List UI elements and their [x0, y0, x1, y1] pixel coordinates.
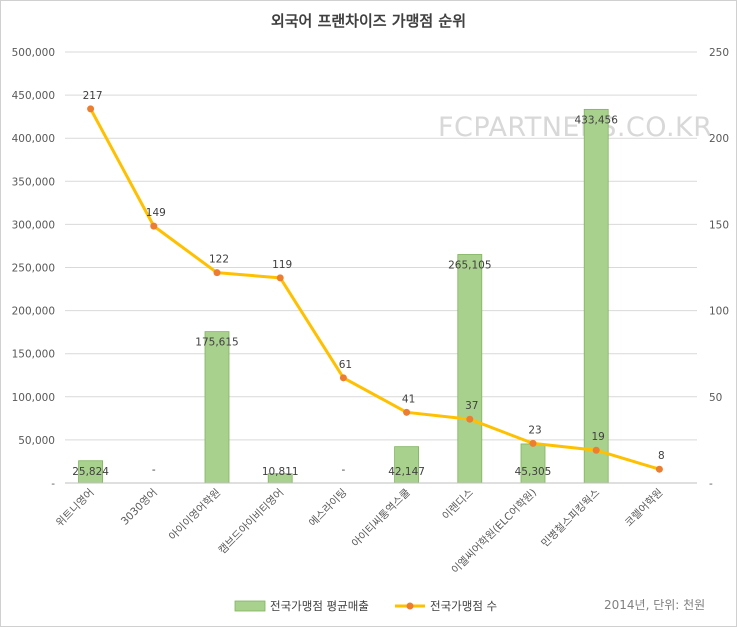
line-point — [592, 446, 600, 454]
line-point — [529, 439, 537, 447]
bar — [204, 331, 230, 484]
bar — [457, 254, 483, 484]
bar-data-label: 265,105 — [448, 259, 491, 271]
line-data-label: 122 — [209, 254, 229, 266]
y-right-tick-label: 100 — [709, 306, 729, 318]
y-right-tick-label: - — [709, 478, 713, 490]
legend: 전국가맹점 평균매출 전국가맹점 수 — [234, 599, 497, 613]
line-data-label: 8 — [658, 450, 665, 462]
bar-data-label: 10,811 — [262, 466, 299, 478]
y-left-tick-label: 50,000 — [18, 435, 55, 447]
x-tick-label: 이렌디스 — [440, 486, 476, 522]
x-tick-label: 에스라이팅 — [307, 487, 350, 530]
line-point — [403, 408, 411, 416]
x-tick-label: 캠브드아이비티영어 — [216, 487, 286, 557]
x-tick-label: 코렐어학원 — [622, 486, 665, 529]
y-left-tick-label: 500,000 — [12, 47, 55, 59]
x-tick-label: 아이이영어학원 — [167, 487, 223, 543]
y-left-tick-label: 450,000 — [12, 90, 55, 102]
y-right-tick-label: 50 — [709, 392, 722, 404]
line-data-label: 217 — [83, 90, 103, 102]
line-point — [339, 374, 347, 382]
y-left-tick-label: 350,000 — [12, 176, 55, 188]
x-tick-label: 3030영어 — [119, 487, 160, 528]
line-path — [89, 108, 660, 471]
bar — [394, 446, 420, 484]
bar-data-label: 45,305 — [515, 466, 552, 478]
bar-data-label: 175,615 — [195, 337, 238, 349]
legend-label-bar: 전국가맹점 평균매출 — [270, 599, 369, 613]
y-left-tick-label: 300,000 — [12, 219, 55, 231]
y-left-tick-label: 400,000 — [12, 133, 55, 145]
chart-title: 외국어 프랜차이즈 가맹점 순위 — [270, 12, 467, 30]
line-data-label: 19 — [592, 431, 605, 443]
line-data-label: 23 — [528, 424, 541, 436]
legend-swatch-bar — [234, 600, 266, 612]
bar-data-label: - — [342, 464, 346, 476]
line-point — [276, 274, 284, 282]
y-left-tick-label: - — [51, 478, 55, 490]
line-point — [213, 269, 221, 277]
line-data-label: 37 — [465, 400, 478, 412]
line-point — [655, 465, 663, 473]
unit-note: 2014년, 단위: 천원 — [604, 598, 706, 612]
bar-data-label: 433,456 — [574, 114, 618, 126]
y-right-tick-label: 150 — [709, 219, 729, 231]
bar-data-label: 25,824 — [72, 466, 109, 478]
line-data-label: 149 — [146, 207, 166, 219]
x-tick-label: 민병철스피킹웍스 — [539, 486, 602, 549]
legend-swatch-marker — [406, 602, 414, 610]
line-point — [466, 415, 474, 423]
y-left-tick-label: 200,000 — [12, 306, 55, 318]
line-data-label: 41 — [402, 393, 415, 405]
bar-series — [78, 108, 609, 484]
data-labels: 25,824 - 175,615 10,811 - 42,147 265,105 45,305… — [72, 90, 665, 478]
line-series — [87, 105, 663, 473]
y-right-tick-label: 200 — [709, 133, 729, 145]
bar-data-label: 42,147 — [388, 466, 425, 478]
x-tick-label: 위트니영어 — [53, 486, 96, 529]
axes: - 50,000 100,000 150,000 200,000 250,000 300,0… — [12, 47, 729, 576]
y-right-tick-label: 250 — [709, 47, 729, 59]
x-tick-label: 아이티씨통역스쿨 — [350, 486, 413, 549]
y-left-tick-label: 100,000 — [12, 392, 55, 404]
line-point — [150, 222, 158, 230]
line-point — [87, 105, 95, 113]
line-data-label: 119 — [272, 259, 292, 271]
bar-data-label: - — [152, 464, 156, 476]
y-left-tick-label: 250,000 — [12, 263, 55, 275]
y-left-tick-label: 150,000 — [12, 349, 55, 361]
bar — [583, 108, 609, 484]
line-data-label: 61 — [339, 359, 352, 371]
legend-label-line: 전국가맹점 수 — [430, 599, 497, 613]
